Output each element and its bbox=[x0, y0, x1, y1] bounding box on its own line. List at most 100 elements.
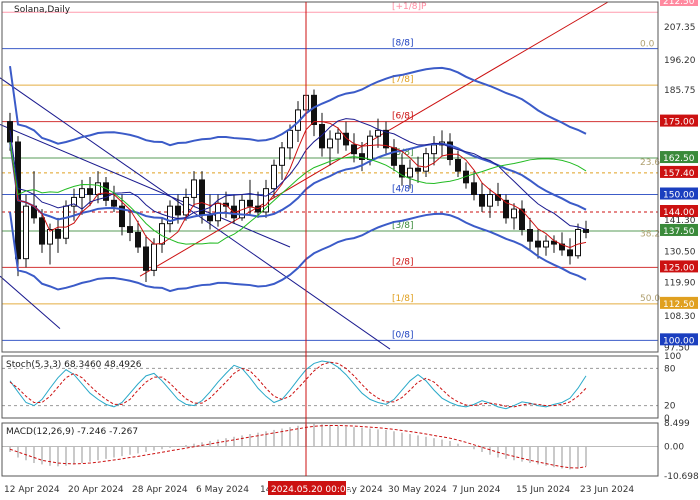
price-badge bbox=[660, 114, 698, 127]
candle-body bbox=[167, 205, 173, 225]
channel-line bbox=[0, 77, 391, 350]
fib-label: 23.6 bbox=[640, 158, 660, 168]
bollinger-mid bbox=[9, 141, 587, 223]
macd-tick: -10.698 bbox=[664, 472, 699, 482]
bollinger-lower bbox=[9, 211, 587, 293]
pane-border bbox=[1, 355, 659, 419]
crosshair-date-badge bbox=[268, 481, 346, 495]
candle-body bbox=[47, 229, 53, 245]
candle-body bbox=[559, 243, 565, 251]
macd-signal-line bbox=[9, 424, 587, 469]
x-tick: 22 May 2024 bbox=[324, 485, 383, 495]
price-badge bbox=[660, 223, 698, 236]
candle-body bbox=[447, 141, 453, 160]
candle-body bbox=[271, 164, 277, 190]
murrey-label: [+1/8]P bbox=[392, 2, 427, 12]
candle-body bbox=[39, 217, 45, 245]
price-tick: 141.30 bbox=[664, 216, 696, 226]
murrey-label: [3/8] bbox=[392, 221, 414, 231]
candle-body bbox=[415, 167, 421, 172]
fib-label: 0.0 bbox=[640, 40, 655, 50]
candle-body bbox=[543, 240, 549, 248]
stoch-tick: 0 bbox=[664, 414, 670, 424]
candle-body bbox=[391, 147, 397, 166]
x-tick: 23 Jun 2024 bbox=[580, 485, 634, 495]
candle-body bbox=[583, 229, 589, 233]
macd-title: MACD(12,26,9) -7.246 -7.267 bbox=[6, 427, 138, 437]
candle-body bbox=[119, 205, 125, 228]
fib-label: 50.0 bbox=[640, 294, 660, 304]
candle-body bbox=[423, 153, 429, 172]
macd-tick: 8.499 bbox=[664, 419, 690, 429]
price-badge-label: 144.00 bbox=[663, 208, 695, 218]
candle-body bbox=[575, 229, 581, 257]
candle-body bbox=[79, 188, 85, 198]
x-tick: 28 Apr 2024 bbox=[132, 485, 188, 495]
candle-body bbox=[343, 132, 349, 146]
candle-body bbox=[335, 132, 341, 140]
price-badge bbox=[660, 260, 698, 273]
macd-pane bbox=[2, 423, 658, 470]
murrey-label: [7/8] bbox=[392, 75, 414, 85]
candle-body bbox=[375, 129, 381, 137]
price-badge bbox=[660, 296, 698, 309]
candle-body bbox=[143, 246, 149, 271]
candle-body bbox=[135, 231, 141, 248]
price-tick: 108.30 bbox=[664, 312, 696, 322]
stoch-tick: 100 bbox=[664, 352, 681, 362]
candle-body bbox=[127, 226, 133, 233]
candle-body bbox=[383, 129, 389, 149]
stochastic-pane bbox=[2, 360, 658, 410]
price-tick: 130.50 bbox=[664, 247, 696, 257]
fib-label: 38.2 bbox=[640, 229, 660, 239]
chart-title: Solana,Daily bbox=[14, 5, 71, 15]
macd-tick: 0.00 bbox=[664, 442, 684, 452]
price-pane: [+1/8]P [8/8] [7/8] [6/8] [5/8] [4/8] [3/8] [2/… bbox=[0, 1, 660, 350]
candle-body bbox=[503, 199, 509, 219]
murrey-label: [6/8] bbox=[392, 112, 414, 122]
x-tick: 30 May 2024 bbox=[388, 485, 447, 495]
ma-slow bbox=[9, 141, 587, 245]
candle-body bbox=[191, 179, 197, 198]
stoch-tick: 80 bbox=[664, 364, 676, 374]
price-badge bbox=[660, 333, 698, 346]
candle-body bbox=[479, 194, 485, 207]
price-badge bbox=[660, 0, 698, 6]
x-tick: 6 May 2024 bbox=[196, 485, 249, 495]
bollinger-upper bbox=[9, 66, 587, 147]
candle-body bbox=[511, 208, 517, 219]
candle-body bbox=[55, 229, 61, 239]
murrey-label: [4/8] bbox=[392, 185, 414, 195]
price-badge bbox=[660, 205, 698, 217]
pane-border bbox=[1, 1, 659, 353]
candle-body bbox=[103, 182, 109, 201]
candle-body bbox=[95, 182, 101, 195]
x-tick: 20 Apr 2024 bbox=[68, 485, 124, 495]
x-tick: 7 Jun 2024 bbox=[452, 485, 501, 495]
price-badge-label: 137.50 bbox=[663, 227, 695, 237]
candle-body bbox=[111, 199, 117, 207]
price-badge-label: 125.00 bbox=[663, 263, 695, 273]
candle-body bbox=[367, 135, 373, 161]
candle-body bbox=[23, 205, 29, 260]
candle-body bbox=[151, 243, 157, 271]
price-badge-label: 100.00 bbox=[663, 336, 695, 346]
murrey-label: [1/8] bbox=[392, 294, 414, 304]
candle-body bbox=[87, 188, 93, 196]
trend-line bbox=[139, 1, 609, 277]
price-badge-label: 157.40 bbox=[663, 169, 695, 179]
price-tick: 119.90 bbox=[664, 278, 696, 288]
stoch-tick: 20 bbox=[664, 402, 676, 412]
price-badge-label: 212.50 bbox=[663, 0, 695, 7]
candle-body bbox=[535, 240, 541, 248]
candle-body bbox=[519, 208, 525, 230]
candle-body bbox=[431, 144, 437, 155]
price-tick: 185.75 bbox=[664, 86, 696, 96]
murrey-label: [5/8] bbox=[392, 148, 414, 158]
candle-body bbox=[247, 199, 253, 207]
candle-body bbox=[287, 129, 293, 149]
price-tick: 196.20 bbox=[664, 56, 696, 66]
price-badge bbox=[660, 151, 698, 164]
